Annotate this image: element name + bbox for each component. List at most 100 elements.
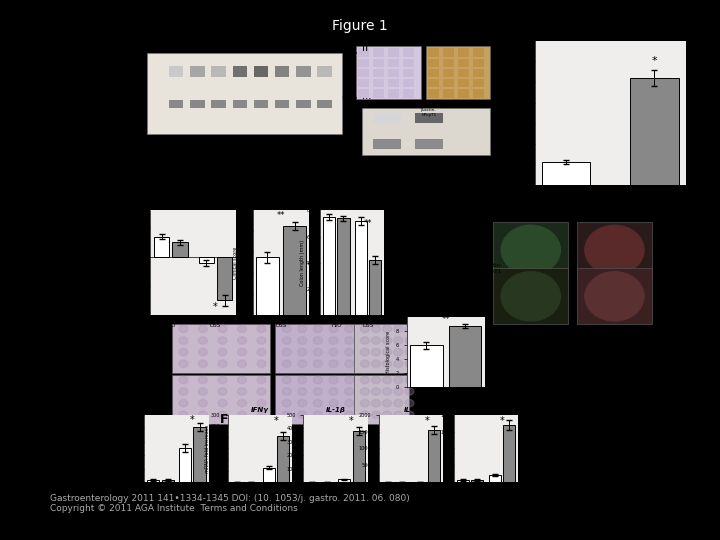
FancyBboxPatch shape	[428, 79, 439, 87]
Text: ii: ii	[362, 43, 368, 53]
FancyBboxPatch shape	[577, 268, 652, 324]
Y-axis label: MPO activity
(U/mg protein): MPO activity (U/mg protein)	[122, 430, 132, 467]
Circle shape	[199, 376, 207, 383]
Bar	[353, 431, 364, 482]
FancyBboxPatch shape	[493, 268, 569, 324]
Circle shape	[313, 348, 323, 356]
Text: **: **	[441, 315, 450, 324]
Circle shape	[298, 388, 307, 395]
Circle shape	[218, 411, 227, 418]
Text: β-actin-
hPepT1: β-actin- hPepT1	[139, 373, 160, 383]
FancyBboxPatch shape	[373, 113, 401, 123]
Text: □ WT: □ WT	[164, 201, 180, 206]
Circle shape	[382, 325, 392, 333]
Text: C: C	[485, 201, 494, 214]
Text: WT: WT	[383, 104, 391, 109]
Bar	[256, 258, 279, 315]
FancyBboxPatch shape	[428, 69, 439, 77]
Circle shape	[329, 348, 338, 356]
Bar	[154, 237, 169, 257]
Bar	[449, 326, 481, 387]
Bar	[194, 427, 206, 482]
Circle shape	[345, 376, 354, 383]
Text: **: **	[276, 211, 285, 220]
Circle shape	[360, 376, 369, 383]
FancyBboxPatch shape	[403, 69, 415, 77]
FancyBboxPatch shape	[415, 139, 443, 148]
FancyBboxPatch shape	[354, 375, 410, 424]
Circle shape	[282, 360, 291, 367]
FancyBboxPatch shape	[190, 66, 204, 77]
Circle shape	[257, 337, 266, 344]
FancyBboxPatch shape	[403, 79, 415, 87]
Text: D: D	[139, 318, 149, 330]
FancyBboxPatch shape	[358, 79, 369, 87]
FancyBboxPatch shape	[172, 375, 270, 424]
FancyBboxPatch shape	[169, 100, 184, 108]
Circle shape	[501, 225, 560, 274]
Circle shape	[345, 400, 354, 407]
FancyBboxPatch shape	[403, 58, 415, 67]
Circle shape	[257, 376, 266, 383]
Bar	[323, 217, 336, 315]
Circle shape	[394, 400, 402, 407]
Bar	[410, 345, 443, 387]
Circle shape	[360, 348, 369, 356]
Circle shape	[257, 348, 266, 356]
Circle shape	[585, 225, 644, 274]
Circle shape	[360, 388, 369, 395]
Bar	[199, 257, 214, 262]
Text: 78 kDa: 78 kDa	[343, 51, 358, 55]
Circle shape	[372, 325, 380, 333]
FancyBboxPatch shape	[458, 49, 469, 57]
Bar	[148, 480, 159, 482]
Text: i: i	[161, 43, 164, 53]
FancyBboxPatch shape	[296, 66, 310, 77]
Text: GAPDH: GAPDH	[128, 99, 145, 105]
Text: WT: WT	[482, 222, 492, 228]
Circle shape	[282, 400, 291, 407]
FancyBboxPatch shape	[212, 66, 226, 77]
Circle shape	[394, 325, 402, 333]
FancyBboxPatch shape	[354, 324, 410, 373]
Text: β-actin-
hPepT1: β-actin- hPepT1	[482, 264, 503, 274]
Bar	[338, 480, 351, 482]
Bar	[542, 163, 590, 185]
Circle shape	[345, 325, 354, 333]
Text: DSS: DSS	[603, 198, 617, 204]
Text: hPepT1: hPepT1	[127, 67, 145, 72]
Bar	[472, 480, 483, 482]
Title: TNF-α: TNF-α	[474, 407, 498, 413]
Circle shape	[329, 376, 338, 383]
Circle shape	[238, 337, 246, 344]
Circle shape	[382, 337, 392, 344]
FancyBboxPatch shape	[458, 58, 469, 67]
Text: Liver: Liver	[298, 38, 306, 49]
FancyBboxPatch shape	[473, 49, 484, 57]
Text: Colon: Colon	[276, 37, 285, 49]
FancyBboxPatch shape	[172, 324, 270, 373]
Text: DSS: DSS	[333, 312, 346, 318]
Circle shape	[405, 376, 414, 383]
Text: Lung: Lung	[214, 38, 221, 49]
Text: *: *	[349, 415, 354, 426]
Circle shape	[238, 388, 246, 395]
Circle shape	[298, 376, 307, 383]
Bar	[277, 436, 289, 482]
FancyBboxPatch shape	[388, 69, 400, 77]
FancyBboxPatch shape	[473, 89, 484, 98]
Title: IL-1β: IL-1β	[325, 407, 346, 413]
Circle shape	[257, 411, 266, 418]
Circle shape	[257, 388, 266, 395]
Circle shape	[238, 348, 246, 356]
Text: Kidney: Kidney	[192, 35, 201, 49]
Circle shape	[360, 325, 369, 333]
FancyBboxPatch shape	[373, 49, 384, 57]
Circle shape	[329, 337, 338, 344]
Circle shape	[179, 411, 188, 418]
Text: **: **	[364, 219, 372, 228]
Circle shape	[372, 400, 380, 407]
FancyBboxPatch shape	[373, 89, 384, 98]
Bar	[630, 78, 679, 185]
FancyBboxPatch shape	[373, 69, 384, 77]
